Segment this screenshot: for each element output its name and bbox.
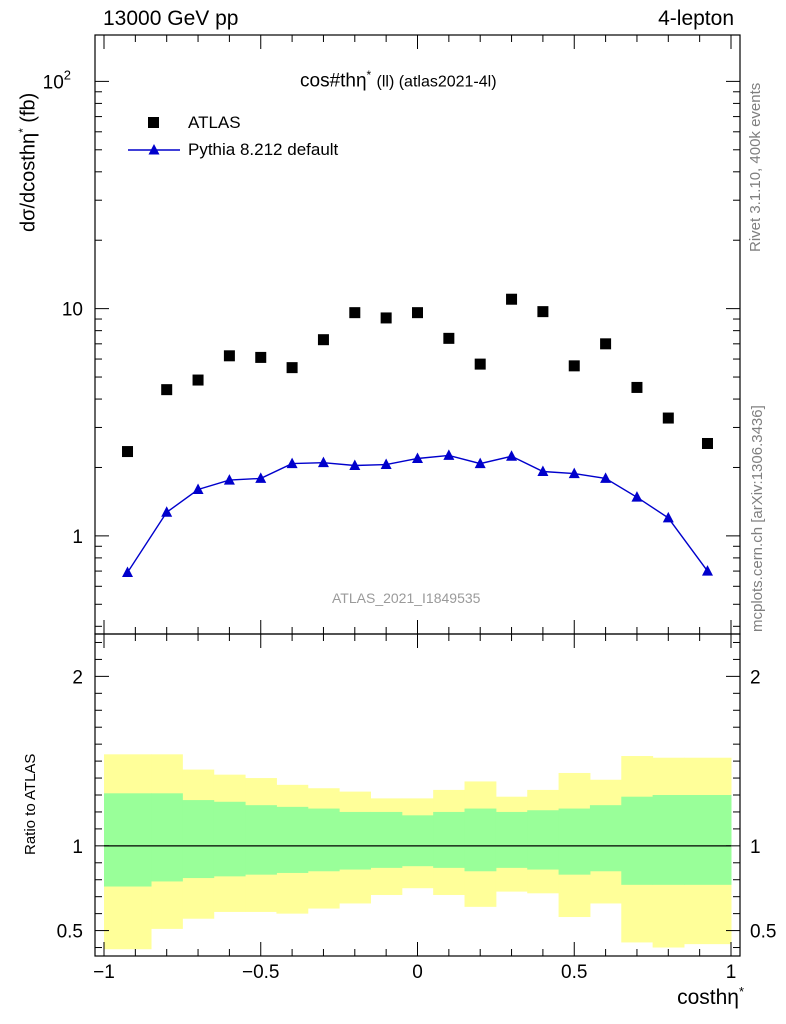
x-tick-label: 0	[412, 962, 423, 983]
inner-band-bin	[213, 801, 246, 877]
inner-band-bin	[370, 811, 403, 868]
mcplots-label: mcplots.cern.ch [arXiv:1306.3436]	[749, 405, 766, 632]
xlabel-sup: *	[738, 984, 744, 999]
inner-band-bin	[683, 795, 732, 885]
ratio-plot-frame: −1 −0.5 0 0.5 1 0.5 0.5 1 1 2 2	[57, 633, 776, 983]
inner-band-bin	[495, 811, 528, 868]
plot-title: cos#thη* (ll) (atlas2021-4l)	[300, 68, 497, 92]
legend-mc-marker	[148, 144, 160, 155]
header-left: 13000 GeV pp	[103, 7, 239, 30]
mc-series-line	[126, 454, 709, 573]
atlas-point	[255, 351, 267, 363]
mc-point	[443, 449, 455, 460]
atlas-point	[600, 338, 612, 350]
inner-band-bin	[558, 808, 591, 875]
y-tick-label-ratio-right: 2	[750, 667, 761, 688]
mc-point	[631, 491, 643, 502]
atlas-point	[317, 334, 329, 346]
mc-point	[380, 458, 392, 470]
mc-point	[568, 467, 580, 479]
inner-band-bin	[464, 808, 497, 872]
legend-mc-label: Pythia 8.212 default	[188, 140, 339, 159]
x-tick-label: 0.5	[561, 962, 587, 983]
x-axis-label: costhη*	[677, 984, 744, 1010]
y-tick-label-main: 10	[62, 300, 83, 321]
y-tick-label-main: 1	[72, 527, 83, 548]
atlas-point	[380, 312, 392, 324]
mc-point	[537, 465, 549, 476]
inner-band-bin	[104, 793, 152, 887]
ylabel-main-sup: *	[16, 128, 30, 133]
atlas-point	[631, 381, 643, 393]
inner-band-bin	[276, 806, 309, 873]
atlas-point	[161, 384, 173, 396]
y-tick-label-ratio: 2	[72, 667, 83, 688]
mc-point	[161, 506, 173, 517]
inner-band-bin	[401, 815, 434, 867]
x-tick-label: 1	[726, 962, 737, 983]
mc-point	[192, 483, 204, 494]
mc-point	[600, 472, 612, 483]
atlas-point	[192, 374, 204, 386]
mc-point	[223, 474, 235, 485]
atlas-point	[122, 446, 134, 458]
y-tick-label-ratio: 0.5	[57, 922, 83, 943]
y-axis-label-main: dσ/dcosthη* (fb)	[16, 93, 41, 232]
y-axis-label-ratio: Ratio to ATLAS	[22, 753, 39, 855]
mc-point	[286, 457, 298, 469]
atlas-point	[506, 293, 518, 305]
atlas-point	[286, 362, 298, 374]
ylabel-main-text: dσ/dcosthη	[17, 132, 40, 232]
inner-band-bin	[307, 808, 340, 872]
x-tick-label: −0.5	[242, 962, 280, 983]
atlas-point	[474, 358, 486, 370]
inner-band-bin	[182, 800, 215, 879]
mc-point	[122, 566, 134, 577]
header-right: 4-lepton	[658, 7, 734, 30]
atlas-point	[443, 332, 455, 344]
atlas-point	[701, 437, 713, 449]
ylabel-main-unit: (fb)	[17, 92, 40, 123]
legend-atlas-marker	[148, 117, 159, 128]
inner-band-bin	[527, 810, 560, 870]
mc-point	[701, 565, 713, 576]
y-tick-label-ratio-right: 0.5	[750, 922, 776, 943]
mc-point	[662, 511, 674, 523]
mc-point	[412, 452, 423, 464]
y-tick-label-ratio: 1	[72, 837, 83, 858]
mc-point	[255, 472, 267, 483]
main-plot-frame: 1 10 102	[43, 34, 741, 635]
y-tick-label-ratio-right: 1	[750, 837, 761, 858]
inner-band-bin	[339, 811, 371, 870]
legend-data-label: ATLAS	[188, 113, 241, 132]
atlas-point	[568, 360, 580, 372]
mc-point	[349, 459, 361, 471]
title-tail: (ll) (atlas2021-4l)	[376, 73, 497, 91]
title-main: cos#thη	[300, 70, 367, 92]
inner-band-bin	[151, 793, 183, 882]
inner-band-bin	[245, 805, 277, 875]
y-tick-label-exponent: 2	[64, 67, 71, 82]
atlas-point	[349, 307, 361, 319]
y-tick-label-main: 102	[43, 67, 71, 93]
atlas-point	[223, 350, 235, 362]
xlabel-text: costhη	[677, 986, 739, 1009]
inner-band-bin	[433, 811, 466, 868]
inner-band-bin	[652, 795, 685, 885]
atlas-point	[412, 307, 423, 319]
mc-point	[317, 456, 329, 468]
inner-band-bin	[621, 796, 654, 885]
inner-band-bin	[589, 805, 622, 872]
atlas-point	[662, 412, 674, 424]
atlas-point	[537, 306, 549, 318]
x-tick-label: −1	[93, 962, 115, 983]
mc-point	[506, 450, 518, 461]
title-sup: *	[366, 68, 372, 82]
mc-point	[474, 457, 486, 469]
rivet-label: Rivet 3.1.10, 400k events	[747, 82, 764, 252]
watermark: ATLAS_2021_I1849535	[332, 590, 481, 606]
